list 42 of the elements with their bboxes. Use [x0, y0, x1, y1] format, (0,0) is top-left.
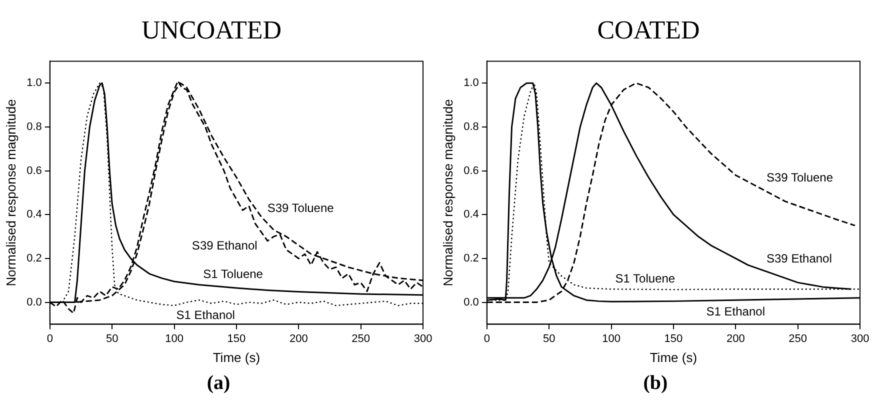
y-tick-label: 0.4: [464, 208, 479, 221]
y-tick-label: 0.0: [26, 296, 42, 308]
y-tick-label: 1.0: [464, 77, 479, 90]
y-tick-label: 0.8: [464, 120, 479, 133]
chart-title: COATED: [597, 15, 700, 44]
x-tick-label: 200: [289, 332, 308, 345]
series-label: S39 Toluene: [766, 170, 834, 185]
x-axis-title: Time (s): [212, 350, 260, 365]
y-axis-title: Normalised response magnitude: [440, 99, 456, 286]
series-label: S1 Toluene: [203, 267, 264, 282]
x-tick-label: 150: [227, 332, 246, 345]
x-tick-label: 250: [352, 332, 370, 345]
series-label: S1 Toluene: [615, 271, 676, 286]
y-tick-label: 0.6: [464, 164, 479, 177]
x-tick-label: 250: [788, 332, 807, 345]
text: (b): [643, 371, 668, 396]
y-tick-label: 1.0: [26, 77, 42, 90]
y-tick-label: 0.4: [26, 208, 42, 221]
series-label: S1 Ethanol: [706, 304, 765, 318]
x-tick-label: 150: [664, 332, 683, 345]
x-tick-label: 50: [106, 332, 118, 345]
series-label: S39 Toluene: [267, 201, 334, 216]
series-label: S1 Ethanol: [176, 308, 235, 322]
series-label: S39 Ethanol: [766, 252, 832, 266]
text: (a): [206, 371, 230, 396]
chart-title: UNCOATED: [141, 15, 282, 44]
x-tick-label: 300: [414, 332, 432, 345]
y-tick-label: 0.8: [26, 120, 42, 133]
series-label: S39 Ethanol: [192, 238, 258, 252]
y-tick-label: 0.2: [26, 252, 42, 264]
x-tick-label: 200: [726, 332, 745, 345]
y-axis-title: Normalised response magnitude: [3, 99, 18, 286]
y-tick-label: 0.2: [464, 252, 479, 264]
x-tick-label: 300: [850, 332, 870, 345]
y-tick-label: 0.6: [26, 164, 42, 177]
x-axis-title: Time (s): [650, 350, 698, 365]
x-tick-label: 100: [602, 332, 620, 345]
x-tick-label: 100: [165, 332, 184, 345]
x-tick-label: 0: [484, 332, 490, 345]
y-tick-label: 0.0: [464, 296, 479, 308]
x-tick-label: 50: [542, 332, 556, 345]
x-tick-label: 0: [46, 332, 53, 345]
